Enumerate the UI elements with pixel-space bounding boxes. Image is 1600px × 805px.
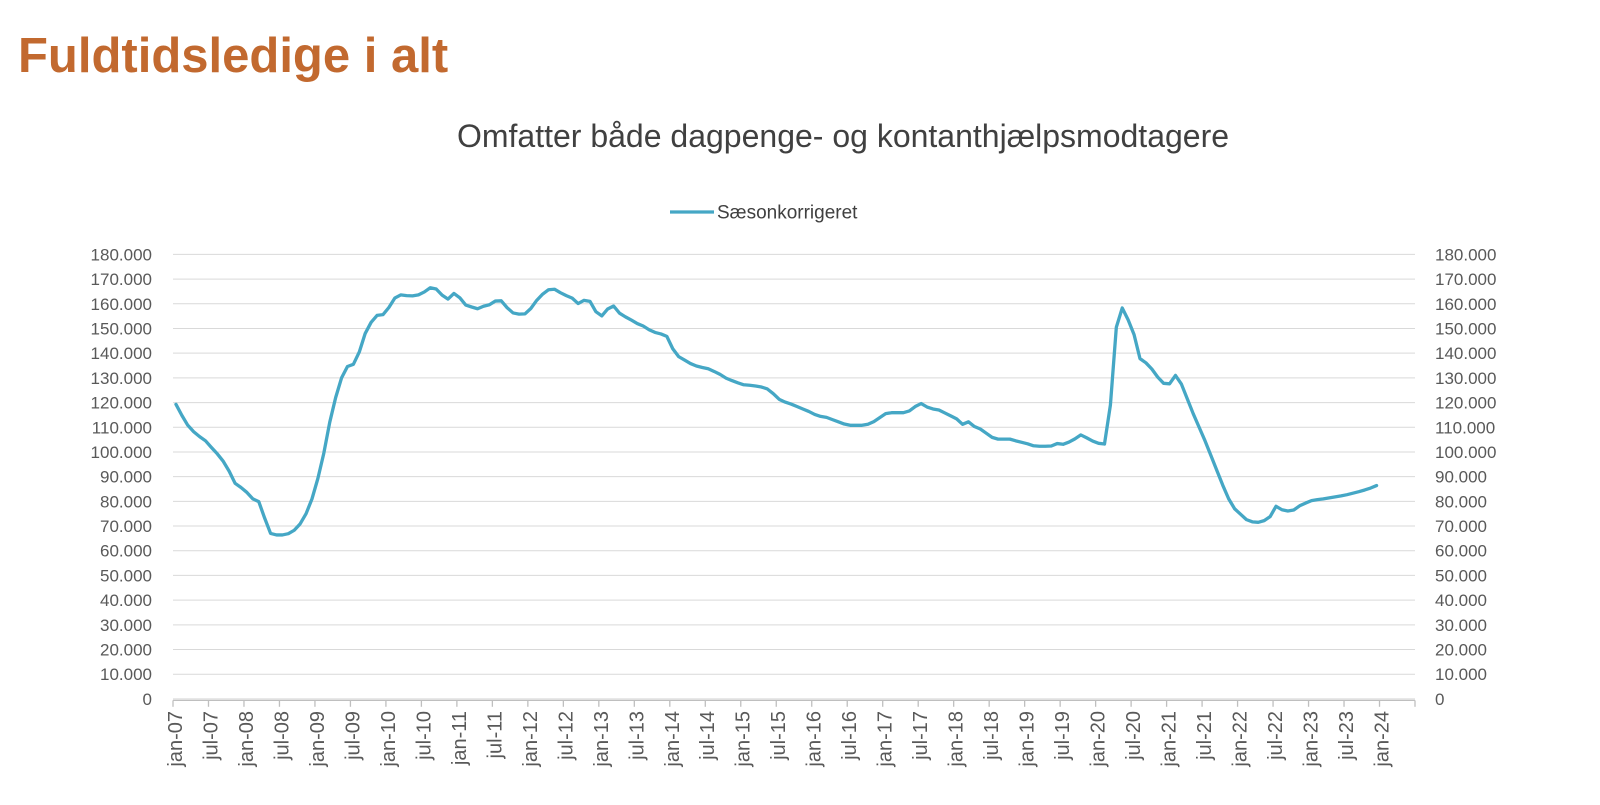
x-tick-label: jan-12 — [520, 711, 542, 768]
x-tick-label: jul-13 — [626, 711, 648, 761]
x-tick-label: jul-23 — [1336, 711, 1358, 761]
chart-title: Omfatter både dagpenge- og kontanthjælps… — [457, 118, 1229, 154]
x-tick-label: jul-16 — [839, 711, 861, 761]
y-tick-label-left: 60.000 — [100, 542, 152, 561]
series-group — [174, 286, 1379, 537]
y-tick-label-left: 90.000 — [100, 468, 152, 487]
y-tick-label-right: 80.000 — [1435, 492, 1487, 511]
y-tick-label-left: 70.000 — [100, 517, 152, 536]
y-tick-label-left: 130.000 — [91, 369, 152, 388]
x-tick-label: jan-24 — [1371, 711, 1393, 768]
x-tick-label: jan-21 — [1159, 711, 1181, 768]
x-tick-label: jan-09 — [307, 711, 329, 768]
x-tick-label: jul-11 — [484, 711, 506, 759]
y-tick-label-right: 110.000 — [1435, 418, 1495, 437]
y-tick-label-right: 100.000 — [1435, 443, 1496, 462]
x-tick-label: jan-17 — [875, 711, 897, 768]
series-line-sæsonkorrigeret — [174, 286, 1379, 537]
page-title: Fuldtidsledige i alt — [18, 29, 449, 83]
x-tick-label: jan-08 — [236, 711, 258, 768]
x-tick-label: jul-07 — [200, 711, 222, 761]
x-tick-label: jul-12 — [555, 711, 577, 761]
x-tick-label: jan-22 — [1230, 711, 1252, 768]
x-tick-label: jan-23 — [1301, 711, 1323, 768]
y-tick-label-right: 50.000 — [1435, 566, 1487, 585]
y-tick-label-right: 70.000 — [1435, 517, 1487, 536]
x-tick-label: jan-14 — [662, 711, 684, 768]
x-tick-label: jan-18 — [946, 711, 968, 768]
y-tick-label-right: 10.000 — [1435, 665, 1487, 684]
x-tick-label: jan-13 — [591, 711, 613, 768]
y-tick-label-left: 20.000 — [100, 641, 152, 660]
x-tick-label: jan-20 — [1088, 711, 1110, 768]
y-tick-label-left: 40.000 — [100, 591, 152, 610]
y-tick-label-right: 140.000 — [1435, 344, 1496, 363]
x-tick-label: jul-20 — [1123, 711, 1145, 761]
x-tick-label: jul-10 — [413, 711, 435, 761]
y-tick-label-left: 0 — [143, 690, 152, 709]
x-tick-label: jul-14 — [697, 711, 719, 761]
y-tick-label-left: 50.000 — [100, 566, 152, 585]
y-tick-label-left: 160.000 — [91, 295, 152, 314]
x-tick-label: jul-08 — [271, 711, 293, 761]
x-axis-labels: jan-07 jul-07 jan-08 jul-08 jan-09 jul-09 jan-… — [165, 711, 1394, 768]
y-tick-label-left: 150.000 — [91, 319, 152, 338]
legend-label: Sæsonkorrigeret — [717, 203, 858, 224]
y-tick-label-left: 30.000 — [100, 616, 152, 635]
x-tick-label: jul-15 — [768, 711, 790, 761]
x-tick-label: jul-18 — [981, 711, 1003, 761]
x-tick-label: jan-19 — [1017, 711, 1039, 768]
legend: Sæsonkorrigeret — [670, 203, 858, 224]
y-tick-label-right: 0 — [1435, 690, 1444, 709]
y-tick-label-right: 180.000 — [1435, 245, 1496, 264]
y-tick-label-left: 170.000 — [91, 270, 152, 289]
y-tick-label-right: 20.000 — [1435, 641, 1487, 660]
x-tick-label: jan-16 — [804, 711, 826, 768]
y-tick-label-right: 60.000 — [1435, 542, 1487, 561]
y-tick-label-left: 100.000 — [91, 443, 152, 462]
y-tick-label-left: 10.000 — [100, 665, 152, 684]
y-axis-labels-left: 0 10.000 20.000 30.000 40.000 50.000 60.000 70.… — [91, 245, 152, 709]
y-tick-label-right: 40.000 — [1435, 591, 1487, 610]
y-axis-labels-right: 0 10.000 20.000 30.000 40.000 50.000 60.000 70.… — [1435, 245, 1496, 709]
y-tick-label-left: 110.000 — [92, 418, 152, 437]
x-axis — [172, 699, 1416, 707]
x-tick-label: jan-07 — [165, 711, 187, 768]
gridlines — [173, 253, 1415, 700]
y-tick-label-right: 120.000 — [1435, 394, 1496, 413]
y-tick-label-left: 80.000 — [100, 492, 152, 511]
y-tick-label-right: 130.000 — [1435, 369, 1496, 388]
y-tick-label-left: 120.000 — [91, 394, 152, 413]
x-tick-label: jul-09 — [342, 711, 364, 761]
y-tick-label-right: 150.000 — [1435, 319, 1496, 338]
y-tick-label-left: 180.000 — [91, 245, 152, 264]
x-tick-label: jul-21 — [1194, 711, 1216, 761]
x-tick-label: jan-15 — [733, 711, 755, 768]
y-tick-label-right: 90.000 — [1435, 468, 1487, 487]
y-tick-label-right: 170.000 — [1435, 270, 1496, 289]
x-tick-label: jan-10 — [378, 711, 400, 768]
x-tick-label: jul-19 — [1052, 711, 1074, 761]
y-tick-label-right: 30.000 — [1435, 616, 1487, 635]
x-tick-label: jul-22 — [1265, 711, 1287, 761]
y-tick-label-left: 140.000 — [91, 344, 152, 363]
y-tick-label-right: 160.000 — [1435, 295, 1496, 314]
x-tick-label: jul-17 — [910, 711, 932, 761]
x-tick-label: jan-11 — [449, 711, 471, 766]
